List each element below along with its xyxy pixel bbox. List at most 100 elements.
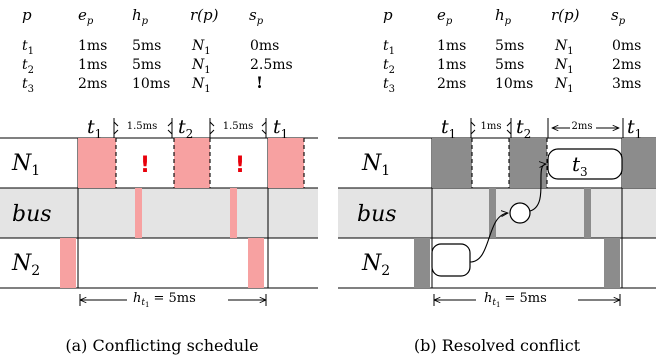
row-e: 1ms [78,57,107,73]
task-block-n2 [604,238,620,288]
panel-b: p ep hp r(p) sp t1 1ms 5ms N1 0ms t2 1ms… [338,6,656,355]
table-row: t2 1ms 5ms N1 2ms [383,57,641,76]
header-s: sp [611,6,626,27]
row-task: t3 [383,76,395,95]
caption-a: (a) Conflicting schedule [65,336,258,355]
bus-band [0,188,318,238]
conflict-icon: ! [235,153,245,178]
bus-message [584,188,591,238]
row-s: 2.5ms [250,57,293,73]
row-r: N1 [191,57,211,76]
row-h: 10ms [132,76,170,92]
table-row: t1 1ms 5ms N1 0ms [22,38,279,57]
hyperperiod-label: ht1 = 5ms [133,291,196,309]
bus-message [230,188,237,238]
bus-message [489,188,496,238]
row-label-n1: N1 [11,151,40,179]
label-t1: t1 [627,116,642,141]
timeline-labels-b: t1 1ms t2 2ms t1 [441,116,642,141]
row-label-n1: N1 [361,151,390,179]
bus-message [135,188,142,238]
gap-brackets [470,118,624,138]
gap-label: 2ms [572,121,593,132]
row-e: 2ms [437,76,466,92]
row-label-n2: N2 [11,251,40,279]
header-s: sp [249,6,264,27]
table-row: t1 1ms 5ms N1 0ms [383,38,641,57]
row-e: 1ms [78,38,107,54]
row-e: 2ms [78,76,107,92]
row-e: 1ms [437,57,466,73]
message-flow [469,164,546,263]
label-t1: t1 [87,116,102,141]
row-r: N1 [191,38,211,57]
schedule-blocks-b [414,138,656,288]
bus-message-node [509,202,531,224]
table-header-a: p ep hp r(p) sp [22,6,264,27]
row-label-bus: bus [12,202,52,227]
row-r: N1 [554,76,574,95]
row-s: 0ms [612,38,641,54]
row-e: 1ms [437,38,466,54]
header-e: ep [437,6,453,27]
row-s-conflict: ! [256,73,263,92]
gap-label: 1.5ms [223,121,254,132]
row-r: N1 [191,76,211,95]
header-p: p [383,6,393,24]
table-rows-a: t1 1ms 5ms N1 0ms t2 1ms 5ms N1 2.5ms t3… [22,38,293,95]
label-t1: t1 [273,116,288,141]
label-t1: t1 [441,116,456,141]
row-h: 5ms [495,38,524,54]
task-block-t1 [622,138,656,188]
header-r: r(p) [551,6,580,24]
table-rows-b: t1 1ms 5ms N1 0ms t2 1ms 5ms N1 2ms t3 2… [383,38,641,95]
bus-band [338,188,656,238]
task-block-n2 [414,238,430,288]
task-block-t1 [268,138,304,188]
hyperperiod-b: ht1 = 5ms [434,291,620,309]
label-t2: t2 [516,116,531,141]
task-block-n2 [248,238,264,288]
header-h: hp [132,6,149,27]
message-source-box [431,243,471,277]
row-labels-a: N1 bus N2 [11,151,52,279]
row-h: 5ms [495,57,524,73]
label-t2: t2 [178,116,193,141]
task-block-t1 [432,138,472,188]
task-box-t3 [547,148,623,180]
row-label-bus: bus [357,202,397,227]
row-h: 10ms [495,76,533,92]
row-h: 5ms [132,57,161,73]
row-task: t1 [22,38,34,57]
header-r: r(p) [190,6,219,24]
table-row: t3 2ms 10ms N1 3ms [383,76,641,95]
panel-a: p ep hp r(p) sp t1 1ms 5ms N1 0ms t2 1ms… [0,6,318,355]
table-header-b: p ep hp r(p) sp [383,6,626,27]
row-s: 0ms [250,38,279,54]
hyperperiod-label: ht1 = 5ms [484,291,547,309]
row-s: 2ms [612,57,641,73]
dashed-boundaries-a [115,138,305,188]
conflict-icon: ! [140,153,150,178]
row-label-n2: N2 [361,251,390,279]
row-labels-b: N1 bus N2 [357,151,397,279]
row-r: N1 [554,38,574,57]
table-row: t2 1ms 5ms N1 2.5ms [22,57,293,76]
schedule-blocks-a [60,138,304,288]
gap-label: 1.5ms [127,121,158,132]
timeline-labels-a: t1 1.5ms t2 1.5ms t1 [87,116,288,141]
header-p: p [22,6,32,24]
row-task: t3 [22,76,34,95]
task-box-label: t3 [572,152,588,179]
header-e: ep [78,6,94,27]
header-h: hp [495,6,512,27]
task-block-n2 [60,238,76,288]
row-task: t2 [383,57,395,76]
task-block-t2 [174,138,210,188]
caption-b: (b) Resolved conflict [414,336,581,355]
hyperperiod-a: ht1 = 5ms [80,291,266,309]
row-task: t2 [22,57,34,76]
row-h: 5ms [132,38,161,54]
task-block-t1 [78,138,116,188]
